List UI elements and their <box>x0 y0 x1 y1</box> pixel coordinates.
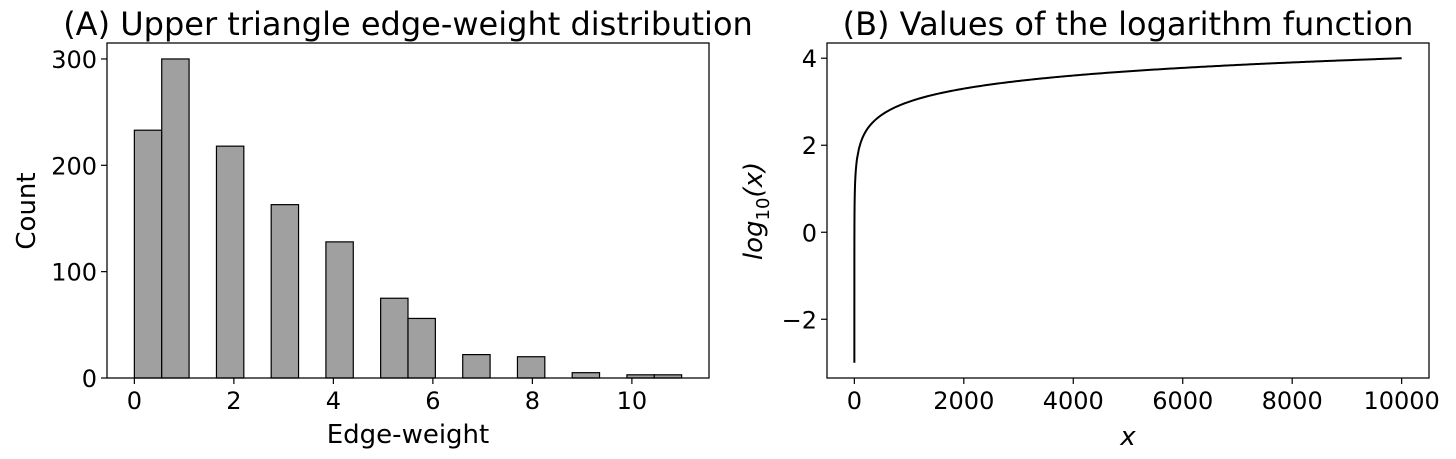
histogram-x-tick-label: 10 <box>617 387 648 415</box>
log-function-y-axis-label: log10(x) <box>739 162 774 260</box>
histogram-x-tick-label: 8 <box>525 387 540 415</box>
log-function-axes-frame <box>826 42 1430 379</box>
histogram-x-axis-label: Edge-weight <box>327 420 489 450</box>
log-function-y-axis-label-main: log <box>739 220 769 260</box>
log-function-x-tick-label: 10000 <box>1363 387 1439 415</box>
log-function-x-tick-label: 6000 <box>1152 387 1213 415</box>
histogram-bar <box>516 356 546 379</box>
log-function-x-tick-label: 0 <box>847 387 862 415</box>
log-function-y-axis-label-subscript: 10 <box>753 198 774 221</box>
histogram-x-tick-label: 0 <box>127 387 142 415</box>
histogram-x-ticks: 0 2 4 6 8 10 <box>127 378 647 415</box>
log-function-title: (B) Values of the logarithm function <box>843 5 1414 43</box>
histogram-bar <box>270 204 300 379</box>
histogram-bar <box>161 58 190 379</box>
histogram-bar <box>462 354 491 379</box>
histogram-bar <box>133 129 163 379</box>
histogram-y-tick-label: 300 <box>51 46 97 74</box>
histogram-x-tick-label: 4 <box>326 387 341 415</box>
log-function-y-ticks: 4 2 0 −2 <box>782 45 827 334</box>
log-function-x-ticks: 0 2000 4000 6000 8000 10000 <box>847 378 1440 415</box>
histogram-bar <box>325 241 354 379</box>
log-function-y-axis-label-argument: (x) <box>739 162 769 198</box>
log-function-x-tick-label: 4000 <box>1043 387 1104 415</box>
histogram-x-tick-label: 6 <box>425 387 440 415</box>
log-function-x-axis-label: x <box>1119 422 1136 452</box>
histogram-bar <box>571 372 601 379</box>
log-function-x-tick-label: 2000 <box>933 387 994 415</box>
log-function-y-tick-label: 2 <box>802 132 817 160</box>
histogram-axes-frame <box>106 42 710 379</box>
log-function-panel: (B) Values of the logarithm function 0 20… <box>739 5 1440 452</box>
histogram-x-tick-label: 2 <box>226 387 241 415</box>
log-function-y-tick-label: 4 <box>802 45 817 73</box>
log-function-y-tick-label: 0 <box>802 219 817 247</box>
histogram-bars <box>133 58 683 379</box>
log-function-x-tick-label: 8000 <box>1262 387 1323 415</box>
histogram-y-axis-label: Count <box>12 172 42 249</box>
log-function-y-tick-label: −2 <box>782 306 817 334</box>
histogram-bar <box>380 297 409 379</box>
histogram-y-tick-label: 100 <box>51 259 97 287</box>
histogram-bar <box>407 317 436 379</box>
histogram-panel: (A) Upper triangle edge-weight distribut… <box>12 5 753 450</box>
histogram-y-ticks: 0 100 200 300 <box>51 46 107 393</box>
histogram-bar <box>215 145 245 379</box>
log-function-line <box>853 57 1402 363</box>
histogram-y-tick-label: 0 <box>82 365 97 393</box>
histogram-y-tick-label: 200 <box>51 152 97 180</box>
histogram-title: (A) Upper triangle edge-weight distribut… <box>63 5 753 43</box>
